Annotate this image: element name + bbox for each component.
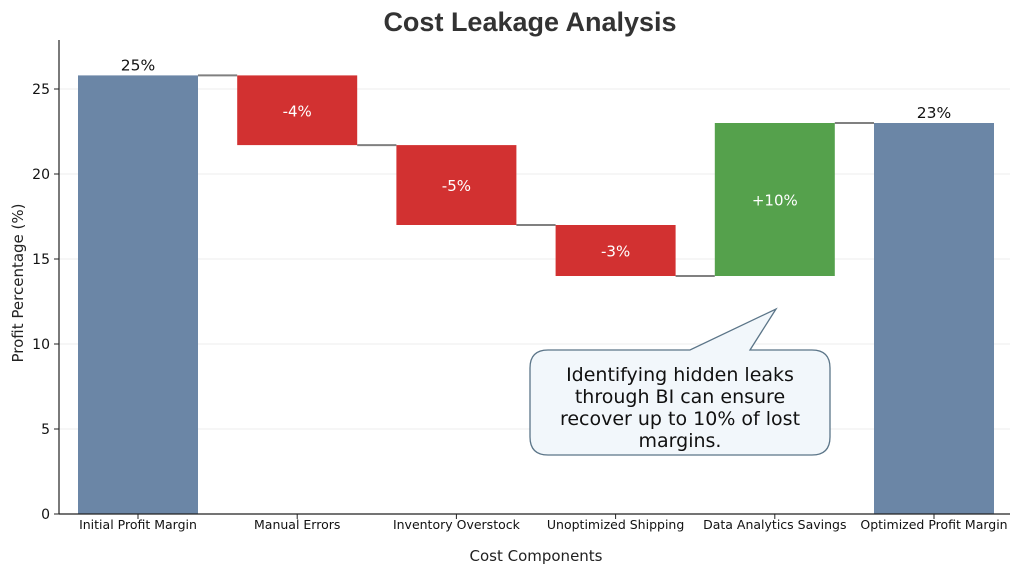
y-tick-label: 10 [32, 337, 50, 353]
x-tick-label: Optimized Profit Margin [860, 517, 1007, 532]
data-label: -5% [442, 177, 471, 195]
bar-2 [396, 145, 517, 225]
data-label: 23% [917, 104, 951, 122]
data-label: -4% [283, 102, 312, 120]
callout-line: margins. [639, 430, 722, 452]
x-tick-label: Inventory Overstock [393, 517, 521, 532]
callout-bubble [529, 307, 831, 456]
data-label: 25% [121, 56, 155, 74]
callout-line: through BI can ensure [575, 386, 785, 408]
y-tick-label: 0 [41, 507, 50, 523]
callout-text: Identifying hidden leaks through BI can e… [560, 364, 800, 452]
data-labels: 25% -4% -5% -3% +10% 23% [121, 56, 951, 260]
x-tick-label: Unoptimized Shipping [547, 517, 684, 532]
chart-title: Cost Leakage Analysis [383, 7, 676, 37]
bar-5 [874, 123, 994, 514]
x-tick-label: Data Analytics Savings [703, 517, 846, 532]
callout-line: recover up to 10% of lost [560, 408, 800, 430]
grid-lines [59, 88, 1010, 430]
y-axis-label: Profit Percentage (%) [9, 203, 27, 362]
bar-1 [237, 75, 358, 146]
annotation-callout: Identifying hidden leaks through BI can e… [529, 307, 831, 456]
x-axis-label: Cost Components [469, 547, 602, 565]
y-tick-label: 5 [41, 422, 50, 438]
y-axis-ticks: 0 5 10 15 20 25 [32, 82, 59, 523]
x-axis-categories: Initial Profit Margin Manual Errors Invent… [79, 514, 1008, 532]
connector-lines [198, 74, 874, 277]
x-tick-label: Manual Errors [254, 517, 340, 532]
bars [78, 75, 994, 515]
bar-3 [555, 225, 676, 276]
y-tick-label: 15 [32, 252, 50, 268]
bar-0 [78, 75, 198, 515]
data-label: -3% [601, 243, 630, 261]
y-tick-label: 25 [32, 82, 50, 98]
x-tick-label: Initial Profit Margin [79, 517, 197, 532]
data-label: +10% [752, 192, 798, 210]
callout-line: Identifying hidden leaks [566, 364, 794, 386]
y-tick-label: 20 [32, 167, 50, 183]
bar-4 [714, 123, 835, 276]
